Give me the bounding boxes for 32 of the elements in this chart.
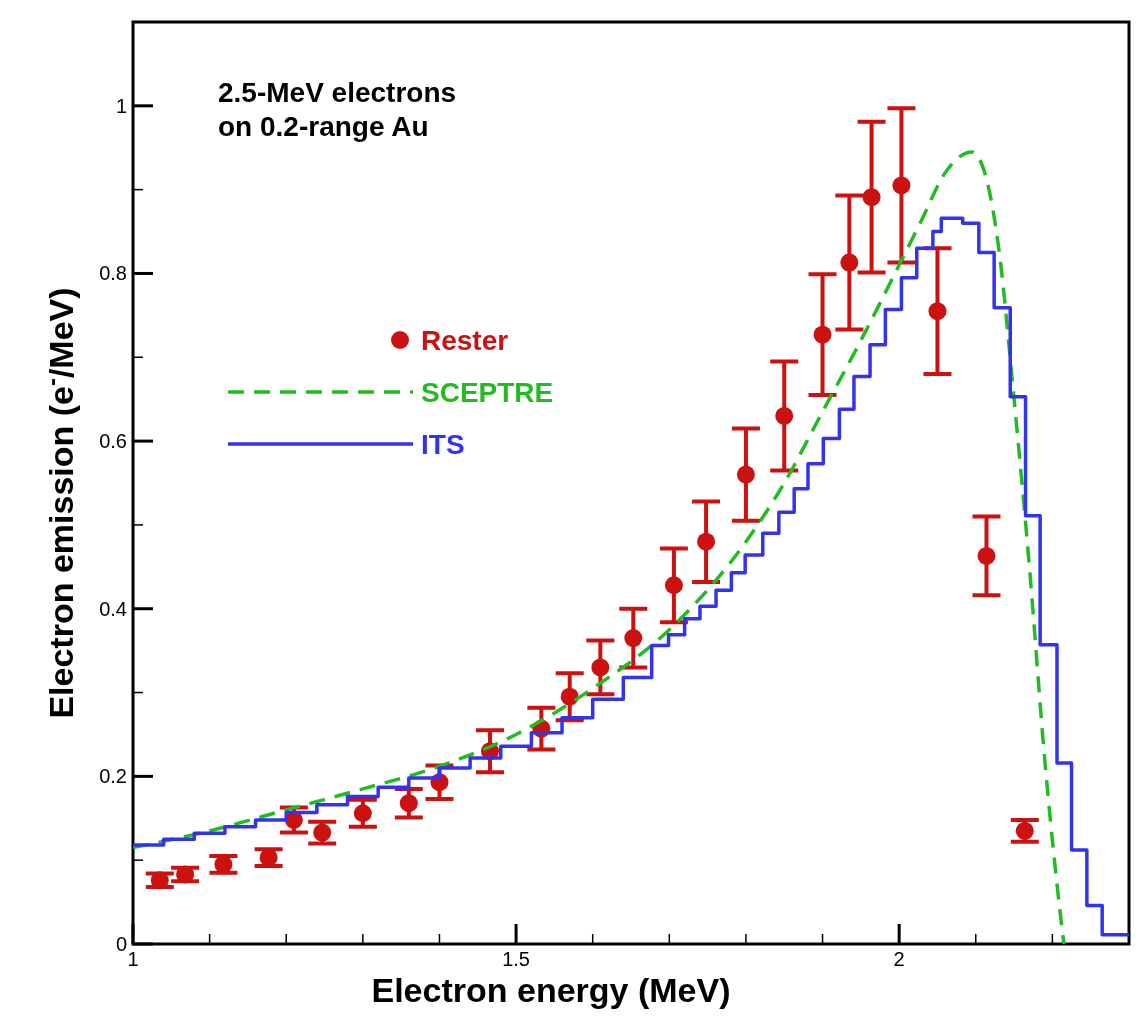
point bbox=[862, 188, 881, 207]
point bbox=[697, 532, 716, 551]
y-tick-label: 0.2 bbox=[99, 765, 127, 788]
point bbox=[664, 576, 683, 595]
point bbox=[892, 176, 911, 195]
text: SCEPTRE bbox=[421, 376, 554, 408]
point bbox=[840, 253, 859, 272]
point bbox=[313, 823, 332, 842]
point bbox=[977, 546, 996, 565]
y-tick-label: 0.4 bbox=[99, 597, 127, 620]
point bbox=[150, 871, 169, 890]
point bbox=[399, 794, 418, 813]
x-tick-label: 1.5 bbox=[502, 948, 530, 970]
text: ITS bbox=[421, 428, 465, 460]
y-tick-label: 1 bbox=[115, 94, 127, 117]
y-tick-label: 0.8 bbox=[99, 262, 127, 285]
point bbox=[1015, 821, 1034, 840]
point bbox=[591, 658, 610, 677]
point bbox=[176, 865, 195, 884]
legend-label: Rester bbox=[421, 324, 509, 356]
point bbox=[928, 302, 947, 321]
point bbox=[736, 465, 755, 484]
annotation: 2.5-MeV electrons on 0.2-range Au bbox=[218, 77, 457, 142]
x-tick-label: 2 bbox=[893, 948, 905, 970]
y-tick-label: 0.6 bbox=[99, 430, 127, 453]
y-tick-label: 0 bbox=[115, 933, 127, 955]
point bbox=[813, 325, 832, 344]
point bbox=[775, 406, 794, 425]
point bbox=[560, 687, 579, 706]
point bbox=[624, 629, 643, 648]
x-axis-title: Electron energy (MeV) bbox=[371, 971, 731, 1009]
point bbox=[353, 804, 372, 823]
